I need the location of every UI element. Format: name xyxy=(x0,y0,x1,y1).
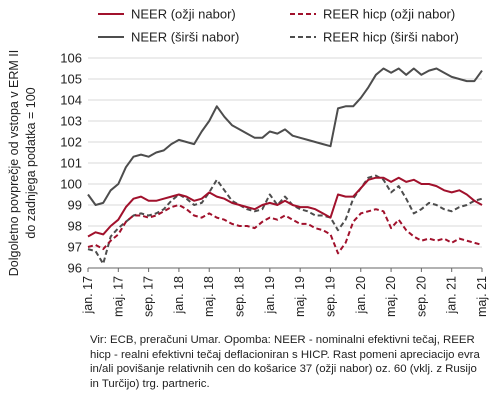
x-tick-label: jan. 20 xyxy=(354,276,368,315)
y-axis-title-line: Dolgoletno povprečje od vstopa v ERM II xyxy=(7,50,21,277)
y-tick-label: 100 xyxy=(60,177,82,192)
legend-label-1: NEER (ožji nabor) xyxy=(131,7,236,22)
y-tick-label: 105 xyxy=(60,72,82,87)
x-tick-label: maj. 21 xyxy=(475,276,489,317)
legend-label-2: REER hicp (ožji nabor) xyxy=(323,7,455,22)
x-tick-label: sep. 17 xyxy=(142,276,156,317)
x-tick-label: maj. 20 xyxy=(384,276,398,317)
x-tick-label: maj. 17 xyxy=(111,276,125,317)
data-series xyxy=(87,67,483,265)
x-tick-label: jan. 17 xyxy=(81,276,95,315)
y-axis-title-line: do zadnjega podatka = 100 xyxy=(24,87,38,238)
y-tick-label: 102 xyxy=(60,135,82,150)
y-tick-label: 106 xyxy=(60,51,82,66)
x-tick-label: sep. 18 xyxy=(233,276,247,317)
line-chart: NEER (ožji nabor) REER hicp (ožji nabor) N… xyxy=(7,7,489,318)
y-tick-label: 103 xyxy=(60,114,82,129)
y-tick-label: 101 xyxy=(60,156,82,171)
y-tick-label: 98 xyxy=(68,219,82,234)
legend-label-4: REER hicp (širši nabor) xyxy=(323,30,459,45)
x-tick-label: jan. 19 xyxy=(263,276,277,315)
y-axis-title: Dolgoletno povprečje od vstopa v ERM II d… xyxy=(7,50,38,277)
series-line-1 xyxy=(87,176,483,238)
x-tick-label: sep. 20 xyxy=(414,276,428,317)
grid-lines xyxy=(88,57,482,269)
source-note: Vir: ECB, preračuni Umar. Opomba: NEER -… xyxy=(90,334,480,390)
x-axis: jan. 17 maj. 17 sep. 17 jan. 18 maj. 18 sep. … xyxy=(81,267,489,317)
x-tick-label: maj. 18 xyxy=(202,276,216,317)
y-tick-label: 96 xyxy=(68,261,82,276)
y-tick-label: 97 xyxy=(68,240,82,255)
series-line-2 xyxy=(87,204,483,255)
x-tick-label: jan. 18 xyxy=(172,276,186,315)
series-line-3 xyxy=(87,67,483,206)
y-tick-label: 99 xyxy=(68,198,82,213)
y-tick-label: 104 xyxy=(60,93,82,108)
x-tick-label: sep. 19 xyxy=(323,276,337,317)
legend: NEER (ožji nabor) REER hicp (ožji nabor) N… xyxy=(98,7,459,45)
x-tick-label: maj. 19 xyxy=(293,276,307,317)
series-line-4 xyxy=(87,174,483,265)
x-tick-label: jan. 21 xyxy=(445,276,459,315)
y-axis-ticks: 96 97 98 99 100 101 102 103 104 105 106 xyxy=(60,51,82,276)
legend-label-3: NEER (širši nabor) xyxy=(131,30,239,45)
